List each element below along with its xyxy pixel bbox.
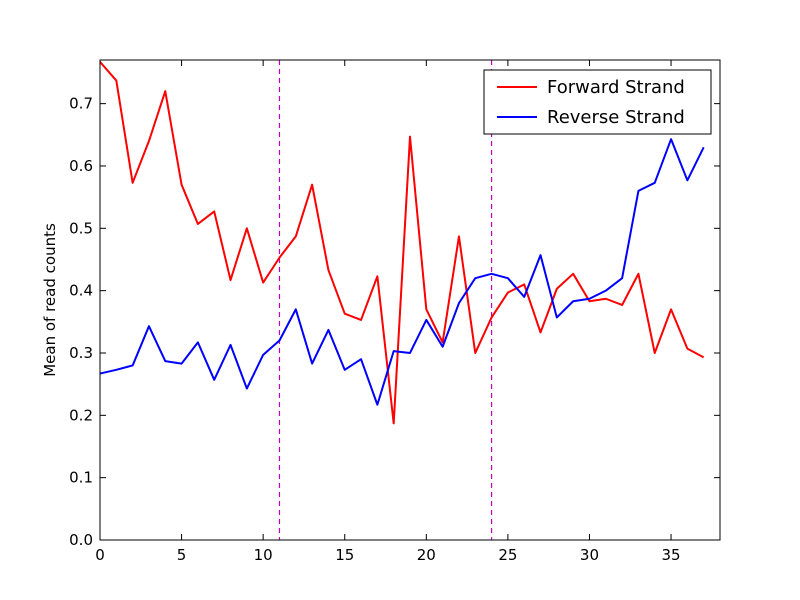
legend-box bbox=[483, 69, 712, 135]
y-tick-label: 0.5 bbox=[69, 219, 93, 237]
y-axis-label: Mean of read counts bbox=[41, 223, 59, 377]
x-tick-label: 5 bbox=[177, 546, 187, 564]
x-tick-label: 20 bbox=[417, 546, 436, 564]
y-axis-ticks: 0.0 0.1 0.2 0.3 0.4 0.5 0.6 0.7 bbox=[69, 95, 720, 549]
x-tick-label: 25 bbox=[498, 546, 517, 564]
legend: Forward Strand Reverse Strand bbox=[483, 69, 712, 135]
x-tick-label: 35 bbox=[662, 546, 681, 564]
y-tick-label: 0.4 bbox=[69, 282, 93, 300]
series-line-reverse-strand bbox=[99, 138, 705, 406]
y-tick-label: 0.3 bbox=[69, 344, 93, 362]
y-tick-label: 0.0 bbox=[69, 531, 93, 549]
x-tick-label: 15 bbox=[335, 546, 354, 564]
y-tick-label: 0.2 bbox=[69, 406, 93, 424]
y-tick-label: 0.7 bbox=[69, 95, 93, 113]
x-axis-ticks: 0 5 10 15 20 25 30 35 bbox=[95, 60, 681, 564]
legend-label-forward-strand: Forward Strand bbox=[547, 77, 685, 98]
vertical-reference-lines bbox=[278, 60, 493, 540]
y-tick-label: 0.6 bbox=[69, 157, 93, 175]
y-tick-label: 0.1 bbox=[69, 469, 93, 487]
x-tick-label: 30 bbox=[580, 546, 599, 564]
x-tick-label: 0 bbox=[95, 546, 105, 564]
legend-label-reverse-strand: Reverse Strand bbox=[547, 107, 685, 128]
x-tick-label: 10 bbox=[254, 546, 273, 564]
series-line-forward-strand bbox=[99, 61, 705, 425]
series-lines bbox=[99, 61, 705, 425]
plot-frame bbox=[99, 59, 721, 541]
